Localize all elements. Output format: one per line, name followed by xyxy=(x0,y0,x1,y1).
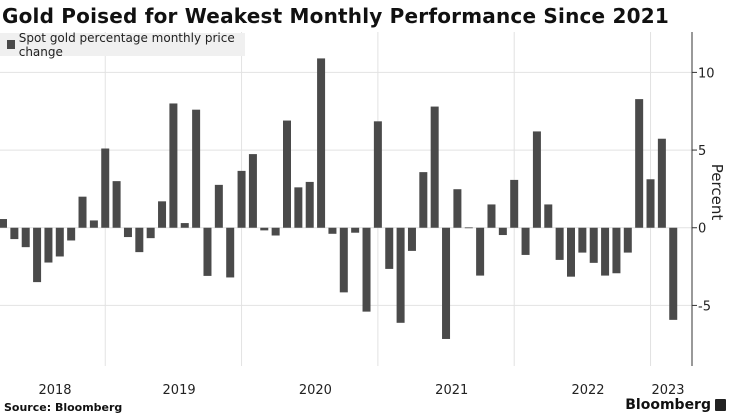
bar xyxy=(646,179,655,228)
bloomberg-chart-icon xyxy=(715,399,726,411)
x-tick-label: 2020 xyxy=(299,383,332,398)
bar xyxy=(385,227,394,269)
bar xyxy=(226,227,235,278)
bar xyxy=(146,227,155,239)
bar xyxy=(192,109,201,228)
bar xyxy=(532,131,541,228)
bar xyxy=(180,223,189,228)
bar xyxy=(328,227,337,234)
bar-chart: 10 5 0 -5 2018 2019 2020 2021 2022 2023 Percent xyxy=(0,32,726,398)
chart-title: Gold Poised for Weakest Monthly Performa… xyxy=(2,4,669,28)
x-tick-label: 2019 xyxy=(163,383,196,398)
bar xyxy=(101,148,110,228)
bar xyxy=(430,106,439,228)
bar xyxy=(33,227,42,283)
bar xyxy=(123,227,132,238)
bar xyxy=(453,189,462,228)
bar xyxy=(362,227,371,312)
bar xyxy=(476,227,485,276)
x-tick-label: 2018 xyxy=(38,383,71,398)
source-note: Source: Bloomberg xyxy=(4,401,123,414)
y-tick-label: 10 xyxy=(698,66,715,81)
bar xyxy=(351,227,360,233)
bar xyxy=(510,179,519,228)
bar xyxy=(339,227,348,293)
bar xyxy=(89,220,98,228)
bar xyxy=(635,99,644,228)
bar xyxy=(135,227,144,253)
bar xyxy=(283,120,291,228)
bar xyxy=(44,227,53,263)
y-tick-label: 5 xyxy=(698,144,706,159)
bar xyxy=(567,227,575,277)
bar xyxy=(521,227,530,255)
bar xyxy=(21,227,30,248)
y-tick-label: -5 xyxy=(698,299,711,314)
bar xyxy=(317,58,326,228)
bar xyxy=(555,227,564,260)
y-axis-label: Percent xyxy=(708,164,726,221)
bar xyxy=(464,227,473,229)
bar xyxy=(260,227,269,231)
bar xyxy=(487,204,496,228)
logo-text: Bloomberg xyxy=(625,397,711,413)
bar xyxy=(0,219,7,228)
bar xyxy=(203,227,212,276)
legend-swatch xyxy=(7,40,15,49)
legend: Spot gold percentage monthly price chang… xyxy=(0,30,245,59)
bar xyxy=(55,227,64,257)
bar xyxy=(442,227,451,339)
bar xyxy=(169,103,178,228)
x-tick-label: 2022 xyxy=(571,383,604,398)
legend-label: Spot gold percentage monthly price chang… xyxy=(18,30,235,59)
bar xyxy=(67,227,76,241)
bar xyxy=(657,138,666,228)
bar xyxy=(589,227,598,263)
bar xyxy=(396,227,405,323)
y-tick-label: 0 xyxy=(698,222,706,237)
bar xyxy=(578,227,587,253)
bar xyxy=(544,204,553,228)
bar xyxy=(112,181,121,228)
bar xyxy=(158,201,167,228)
bar xyxy=(612,227,621,274)
bar xyxy=(305,181,314,228)
bar xyxy=(407,227,416,251)
bar xyxy=(669,227,678,320)
bar xyxy=(419,172,428,228)
bar xyxy=(248,154,257,228)
bar xyxy=(623,227,632,253)
x-tick-label: 2021 xyxy=(435,383,468,398)
bar xyxy=(10,227,19,240)
bar xyxy=(237,170,246,228)
bloomberg-logo: Bloomberg xyxy=(625,397,726,413)
bar xyxy=(498,227,507,236)
bar xyxy=(78,196,87,228)
x-tick-label: 2023 xyxy=(651,383,684,398)
bar xyxy=(271,227,280,236)
bar xyxy=(601,227,610,276)
bar xyxy=(294,187,303,228)
bar xyxy=(214,184,223,228)
bar xyxy=(373,121,382,228)
